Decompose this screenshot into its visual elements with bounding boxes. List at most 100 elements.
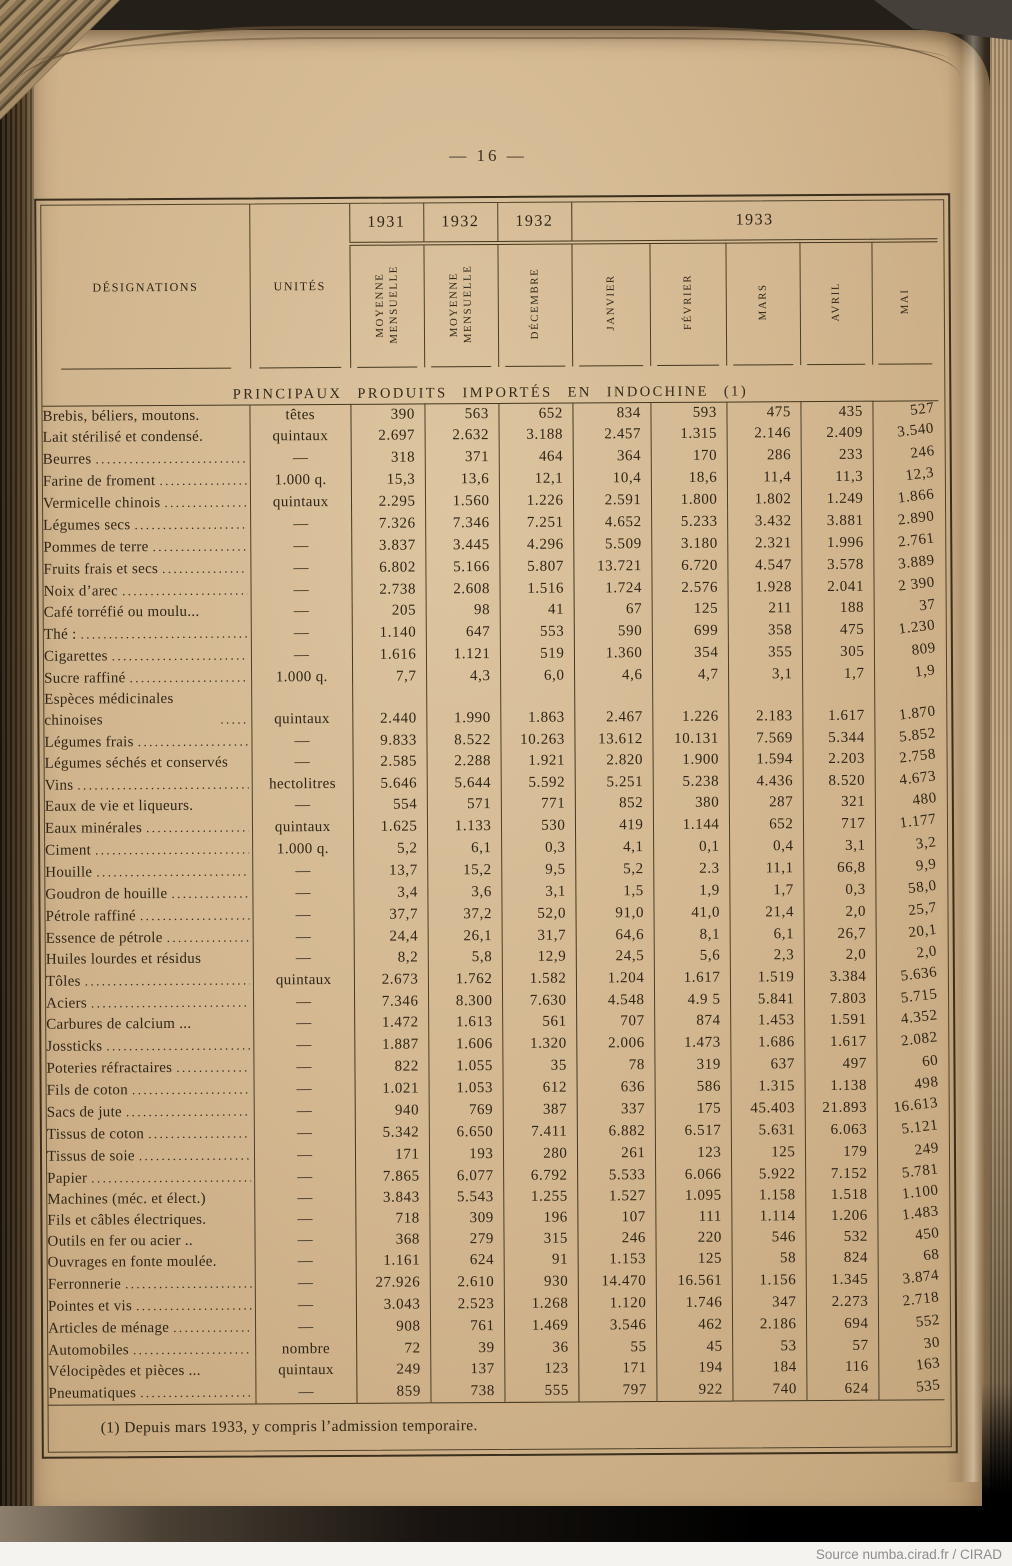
leader-dots (138, 731, 249, 754)
unit-cell: — (253, 947, 354, 970)
unit-cell: — (252, 729, 353, 753)
value-cell: 21,4 (729, 901, 804, 924)
value-cell: 387 (502, 1098, 577, 1121)
value-cell: 3.578 (801, 553, 874, 577)
value-cell: 2.820 (574, 750, 653, 772)
value-cell: 5,2 (575, 858, 654, 881)
value-cell: 717 (802, 812, 876, 836)
unit-cell: — (254, 1077, 355, 1101)
value-cell: 2.697 (350, 425, 425, 447)
value-cell: 2.610 (429, 1270, 504, 1294)
product-designation: Espèces médicinales chinoises (44, 688, 253, 732)
value-cell: 7.346 (425, 511, 500, 535)
value-cell: 31,7 (501, 924, 576, 947)
value-cell: 530 (500, 814, 576, 837)
value-cell: 908 (355, 1315, 431, 1338)
value-cell: 125 (655, 1248, 732, 1271)
product-designation: Lait stérilisé et condensé. (42, 426, 251, 449)
leader-dots (77, 774, 248, 797)
value-cell: 1.315 (730, 1075, 805, 1098)
value-cell: 64,6 (575, 924, 654, 947)
value-cell: 1.516 (499, 577, 574, 600)
value-cell: 211 (727, 598, 802, 620)
value-cell: 2.440 (352, 687, 427, 730)
value-cell: 1.594 (728, 749, 803, 771)
value-cell: 2.409 (800, 422, 873, 445)
value-cell: 13.612 (574, 728, 653, 751)
value-cell: 6.792 (503, 1164, 578, 1187)
value-cell: 179 (804, 1140, 878, 1164)
value-cell: 78 (576, 1054, 655, 1077)
value-cell: 1.161 (355, 1250, 430, 1272)
col-fevrier: FÉVRIER (649, 241, 727, 367)
imports-table: DÉSIGNATIONS UNITÉS 1931 1932 1932 1933 … (41, 200, 945, 1452)
value-cell: 1.928 (727, 576, 802, 599)
value-cell: 822 (354, 1055, 429, 1078)
unit-cell: — (254, 1033, 355, 1057)
leader-dots (130, 667, 249, 690)
value-cell: 6,0 (500, 664, 575, 687)
product-designation: Pétrole raffiné (45, 904, 254, 928)
leader-dots (146, 817, 249, 840)
value-cell: 18,6 (650, 466, 727, 490)
value-cell: 1.177 (899, 811, 938, 832)
leader-dots (164, 492, 247, 515)
value-cell: 2,0 (803, 900, 876, 924)
col-avril: AVRIL (799, 240, 873, 366)
value-cell: 554 (352, 794, 427, 816)
product-designation: Tissus de soie (46, 1144, 256, 1168)
value-cell: 2.457 (572, 424, 651, 446)
value-cell: 2.321 (727, 532, 802, 555)
unites-header: UNITÉS (249, 203, 351, 369)
value-cell: 2.273 (805, 1290, 878, 1314)
value-cell: 355 (727, 641, 803, 664)
value-cell: 196 (503, 1207, 578, 1229)
col-mai: MAI (871, 240, 938, 364)
value-cell: 6.720 (651, 554, 728, 578)
value-cell: 193 (428, 1142, 504, 1166)
value-cell: 1.990 (426, 686, 501, 730)
value-cell: 175 (654, 1097, 731, 1121)
value-cell: 7,7 (352, 665, 427, 688)
product-designation: Pneumatiques (48, 1381, 257, 1405)
leader-dots (167, 927, 250, 950)
value-cell: 45.403 (730, 1097, 805, 1120)
value-cell: 5.543 (429, 1186, 504, 1209)
value-cell: 3,2 (915, 834, 938, 853)
value-cell: 3.384 (803, 965, 876, 989)
value-cell: 1.863 (500, 686, 575, 729)
value-cell: 1.519 (729, 966, 804, 989)
col-moyenne-1931: MOYENNE MENSUELLE (349, 243, 425, 368)
value-cell: 45 (656, 1335, 733, 1359)
value-cell: 1.268 (503, 1292, 578, 1315)
value-cell: 940 (354, 1099, 429, 1122)
value-cell: 72 (356, 1337, 431, 1360)
value-cell: 4.548 (576, 989, 655, 1012)
value-cell: 170 (650, 444, 727, 468)
value-cell: 464 (498, 445, 573, 468)
unit-cell: — (256, 1380, 357, 1404)
value-cell: 1.360 (573, 642, 653, 665)
value-cell: 3.546 (577, 1314, 657, 1337)
product-designation: Automobiles (48, 1338, 257, 1362)
value-cell: 1.518 (805, 1184, 878, 1207)
value-cell: 852 (574, 793, 653, 815)
product-designation: Pointes et vis (47, 1294, 256, 1318)
value-cell: 1.230 (897, 617, 937, 638)
value-cell: 60 (921, 1052, 940, 1071)
footnote-row: (1) Depuis mars 1933, y compris l’admiss… (48, 1399, 945, 1452)
product-designation: Légumes secs (43, 513, 252, 537)
value-cell: 35 (502, 1054, 577, 1077)
unit-cell: — (251, 534, 352, 558)
value-cell: 3.043 (355, 1293, 430, 1316)
value-cell: 0,3 (501, 836, 576, 859)
product-designation: Pommes de terre (43, 535, 252, 559)
unit-cell: têtes (250, 404, 351, 427)
value-cell: 2.288 (426, 750, 501, 773)
value-cell: 809 (910, 640, 937, 659)
leader-dots (136, 1295, 252, 1318)
leader-dots (139, 1145, 251, 1168)
value-cell: 1.120 (577, 1292, 656, 1315)
unit-cell: hectolitres (252, 772, 353, 796)
value-cell: 8.520 (802, 769, 875, 793)
